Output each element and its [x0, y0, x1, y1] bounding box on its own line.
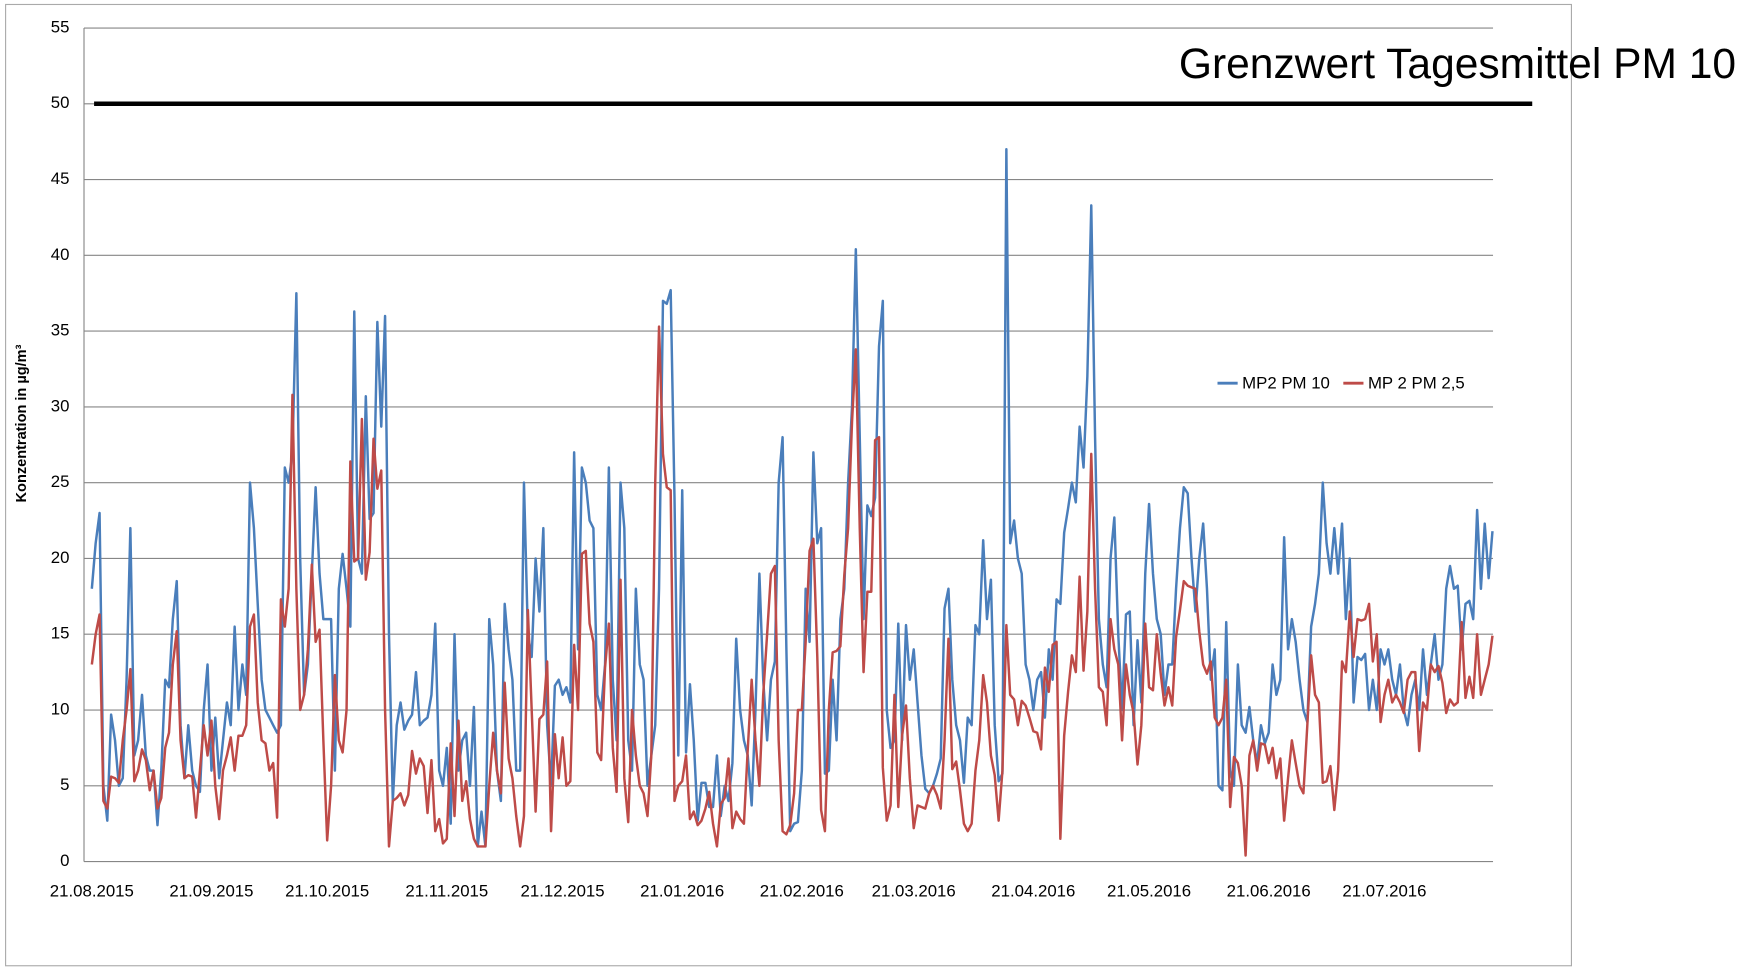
y-tick-label: 30	[51, 396, 70, 415]
chart-frame	[5, 3, 1572, 967]
x-tick-label: 21.04.2016	[991, 881, 1075, 900]
y-tick-label: 35	[51, 321, 70, 340]
legend-label: MP2 PM 10	[1242, 374, 1330, 393]
x-tick-label: 21.03.2016	[872, 881, 956, 900]
y-tick-label: 20	[51, 548, 70, 567]
y-tick-label: 45	[51, 169, 70, 188]
data-line	[90, 325, 1494, 857]
y-tick-label: 40	[51, 245, 70, 264]
x-tick-label: 21.07.2016	[1342, 881, 1426, 900]
y-tick-label: 10	[51, 699, 70, 718]
x-tick-label: 21.06.2016	[1227, 881, 1311, 900]
x-tick-label: 21.09.2015	[169, 881, 253, 900]
data-line	[90, 148, 1494, 848]
legend-label: MP 2 PM 2,5	[1368, 374, 1465, 393]
y-axis-label: Konzentration in µg/m³	[14, 344, 30, 502]
y-tick-label: 55	[51, 17, 70, 36]
x-tick-label: 21.12.2015	[521, 881, 605, 900]
x-tick-label: 21.08.2015	[50, 881, 134, 900]
x-tick-label: 21.05.2016	[1107, 881, 1191, 900]
threshold-label: Grenzwert Tagesmittel PM 10	[1179, 40, 1736, 88]
x-tick-label: 21.11.2015	[405, 881, 488, 900]
y-tick-label: 15	[51, 624, 70, 643]
x-tick-label: 21.01.2016	[640, 881, 724, 900]
y-tick-label: 0	[60, 851, 69, 870]
y-tick-label: 25	[51, 472, 70, 491]
y-tick-label: 5	[60, 775, 69, 794]
y-tick-label: 50	[51, 93, 70, 112]
x-tick-label: 21.10.2015	[285, 881, 369, 900]
x-tick-label: 21.02.2016	[760, 881, 844, 900]
